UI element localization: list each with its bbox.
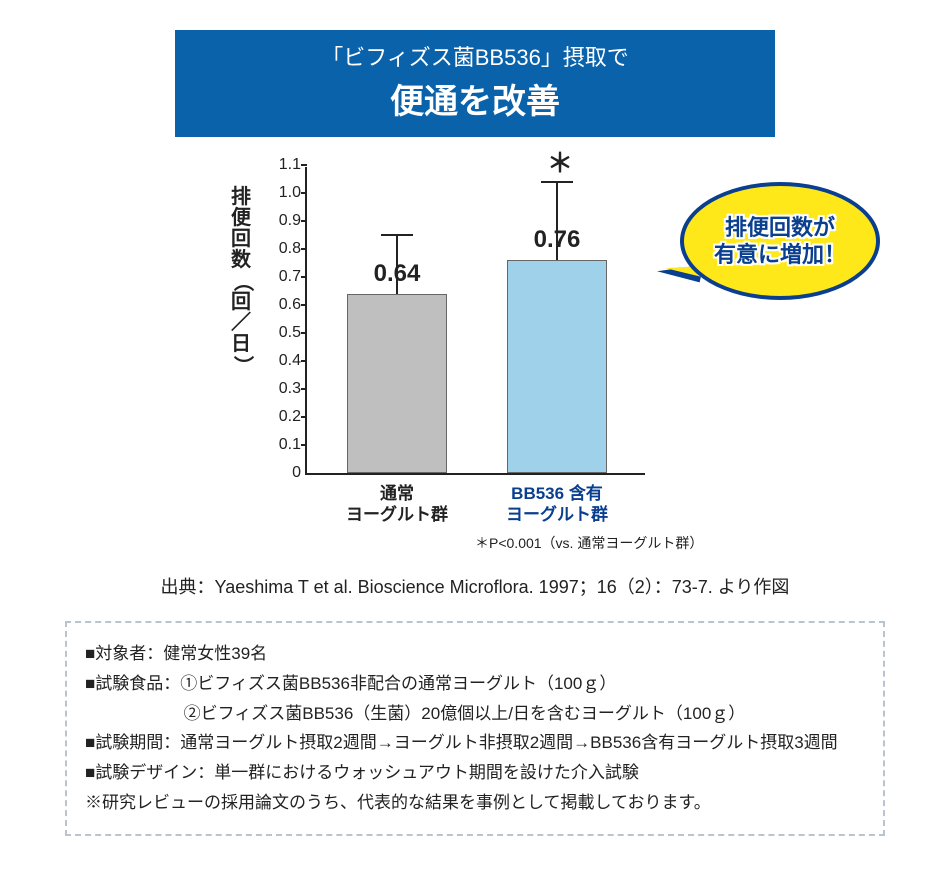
y-tick-mark [301, 416, 307, 418]
bar-chart: 排便回数（回／日） 00.10.20.30.40.50.60.70.80.91.… [155, 167, 795, 547]
bar [507, 260, 607, 473]
y-tick-label: 0.6 [279, 296, 301, 314]
plot-area: 00.10.20.30.40.50.60.70.80.91.01.10.64通常… [305, 167, 645, 475]
error-bar-line [396, 235, 398, 294]
details-line: ■試験デザイン：単一群におけるウォッシュアウト期間を設けた介入試験 [85, 758, 865, 788]
significance-marker: ＊ [547, 143, 573, 180]
details-line: ■試験期間：通常ヨーグルト摂取2週間→ヨーグルト非摂取2週間→BB536含有ヨー… [85, 728, 865, 758]
bubble-text: 排便回数が有意に増加！ [714, 214, 846, 269]
category-label: BB536 含有ヨーグルト群 [487, 483, 627, 526]
details-line: ②ビフィズス菌BB536（生菌）20億個以上/日を含むヨーグルト（100ｇ） [85, 699, 865, 729]
y-tick-mark [301, 192, 307, 194]
error-bar-cap [381, 234, 413, 236]
y-tick-label: 0.1 [279, 436, 301, 454]
y-tick-label: 0.5 [279, 324, 301, 342]
details-line: ■試験食品：①ビフィズス菌BB536非配合の通常ヨーグルト（100ｇ） [85, 669, 865, 699]
bubble-body: 排便回数が有意に増加！ [680, 182, 880, 300]
category-label: 通常ヨーグルト群 [327, 483, 467, 526]
citation: 出典：Yaeshima T et al. Bioscience Microflo… [60, 573, 890, 599]
title-mainline: 便通を改善 [175, 74, 775, 123]
y-tick-label: 0.7 [279, 268, 301, 286]
title-banner: 「ビフィズス菌BB536」摂取で 便通を改善 [175, 30, 775, 137]
title-subline: 「ビフィズス菌BB536」摂取で [175, 40, 775, 72]
error-bar-line [556, 182, 558, 260]
y-tick-label: 0.4 [279, 352, 301, 370]
callout-bubble: 排便回数が有意に増加！ [660, 182, 890, 312]
bar [347, 294, 447, 473]
y-axis-label: 排便回数（回／日） [231, 187, 251, 376]
y-tick-label: 0.2 [279, 408, 301, 426]
error-bar-cap [541, 181, 573, 183]
y-tick-mark [301, 388, 307, 390]
y-tick-label: 0.3 [279, 380, 301, 398]
details-line: ■対象者：健常女性39名 [85, 639, 865, 669]
y-tick-label: 0.9 [279, 212, 301, 230]
y-tick-mark [301, 220, 307, 222]
y-tick-mark [301, 360, 307, 362]
y-tick-mark [301, 332, 307, 334]
details-line: ※研究レビューの採用論文のうち、代表的な結果を事例として掲載しております。 [85, 788, 865, 818]
y-tick-label: 1.1 [279, 156, 301, 174]
y-tick-mark [301, 304, 307, 306]
y-tick-mark [301, 248, 307, 250]
p-value-note: ＊P<0.001（vs. 通常ヨーグルト群） [475, 533, 703, 553]
y-tick-mark [301, 164, 307, 166]
study-details-box: ■対象者：健常女性39名■試験食品：①ビフィズス菌BB536非配合の通常ヨーグル… [65, 621, 885, 836]
y-tick-mark [301, 276, 307, 278]
y-tick-mark [301, 444, 307, 446]
y-tick-label: 0.8 [279, 240, 301, 258]
y-tick-label: 0 [292, 464, 301, 482]
y-tick-label: 1.0 [279, 184, 301, 202]
